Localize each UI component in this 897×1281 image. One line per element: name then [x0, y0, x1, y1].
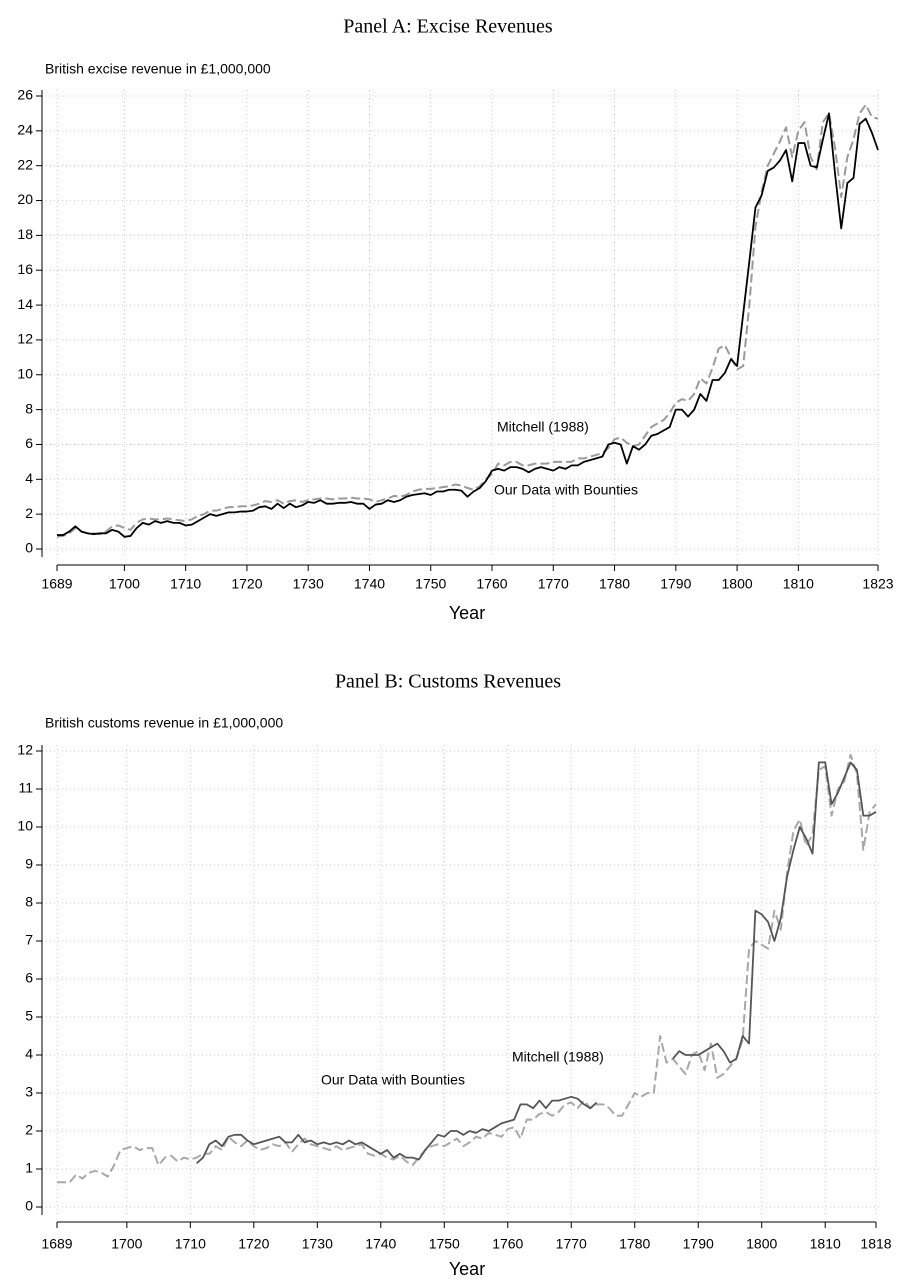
- x-tick-label: 1818: [860, 1236, 891, 1252]
- series-line: [196, 761, 877, 1164]
- annotation: Our Data with Bounties: [321, 1072, 465, 1088]
- x-tick-label: 1730: [302, 1236, 333, 1252]
- y-tick-label: 16: [17, 261, 33, 277]
- y-tick-label: 6: [25, 435, 33, 451]
- y-tick-label: 20: [17, 191, 33, 207]
- x-tick-label: 1780: [619, 1236, 650, 1252]
- y-tick-label: 8: [25, 894, 33, 910]
- y-tick-label: 0: [25, 1198, 33, 1214]
- x-tick-label: 1740: [365, 1236, 396, 1252]
- x-tick-label: 1710: [170, 576, 201, 592]
- y-tick-label: 2: [25, 1122, 33, 1138]
- x-tick-label: 1770: [556, 1236, 587, 1252]
- x-tick-label: 1689: [41, 576, 72, 592]
- x-tick-label: 1710: [175, 1236, 206, 1252]
- x-tick-label: 1790: [683, 1236, 714, 1252]
- x-tick-label: 1770: [538, 576, 569, 592]
- x-tick-label: 1730: [293, 576, 324, 592]
- y-tick-label: 22: [17, 156, 33, 172]
- y-axis-label: British customs revenue in £1,000,000: [45, 715, 283, 731]
- x-tick-label: 1740: [354, 576, 385, 592]
- y-tick-label: 12: [17, 331, 33, 347]
- y-tick-label: 10: [17, 818, 33, 834]
- y-tick-label: 7: [25, 932, 33, 948]
- y-tick-label: 4: [25, 1046, 33, 1062]
- x-tick-label: 1750: [429, 1236, 460, 1252]
- annotation: Our Data with Bounties: [494, 482, 638, 498]
- y-tick-label: 10: [17, 365, 33, 381]
- x-tick-label: 1760: [476, 576, 507, 592]
- x-tick-label: 1810: [810, 1236, 841, 1252]
- y-tick-label: 9: [25, 856, 33, 872]
- y-tick-label: 4: [25, 470, 33, 486]
- series-line: [57, 753, 877, 1184]
- x-tick-label: 1700: [111, 1236, 142, 1252]
- y-tick-label: 26: [17, 87, 33, 103]
- annotation: Mitchell (1988): [512, 1049, 604, 1065]
- x-tick-label: 1700: [109, 576, 140, 592]
- y-tick-label: 2: [25, 505, 33, 521]
- x-axis-label: Year: [449, 603, 485, 623]
- x-tick-label: 1800: [722, 576, 753, 592]
- y-tick-label: 18: [17, 226, 33, 242]
- y-tick-label: 6: [25, 970, 33, 986]
- y-tick-label: 12: [17, 742, 33, 758]
- y-tick-label: 1: [25, 1160, 33, 1176]
- x-tick-label: 1823: [862, 576, 893, 592]
- y-axis-label: British excise revenue in £1,000,000: [45, 61, 271, 77]
- x-tick-label: 1720: [238, 1236, 269, 1252]
- x-tick-label: 1689: [41, 1236, 72, 1252]
- x-tick-label: 1760: [492, 1236, 523, 1252]
- y-tick-label: 24: [17, 122, 33, 138]
- y-tick-label: 11: [18, 780, 33, 796]
- x-axis-label: Year: [449, 1259, 485, 1279]
- y-tick-label: 8: [25, 400, 33, 416]
- x-tick-label: 1780: [599, 576, 630, 592]
- panel-title: Panel B: Customs Revenues: [335, 671, 561, 693]
- x-tick-label: 1750: [415, 576, 446, 592]
- series-line: [56, 103, 879, 538]
- y-tick-label: 0: [25, 540, 33, 556]
- series-line: [57, 112, 879, 538]
- x-tick-label: 1790: [660, 576, 691, 592]
- x-tick-label: 1800: [746, 1236, 777, 1252]
- y-tick-label: 5: [25, 1008, 33, 1024]
- x-tick-label: 1720: [231, 576, 262, 592]
- x-tick-label: 1810: [783, 576, 814, 592]
- annotation: Mitchell (1988): [497, 419, 589, 435]
- y-tick-label: 14: [17, 296, 33, 312]
- panel-title: Panel A: Excise Revenues: [343, 16, 553, 38]
- y-tick-label: 3: [25, 1084, 33, 1100]
